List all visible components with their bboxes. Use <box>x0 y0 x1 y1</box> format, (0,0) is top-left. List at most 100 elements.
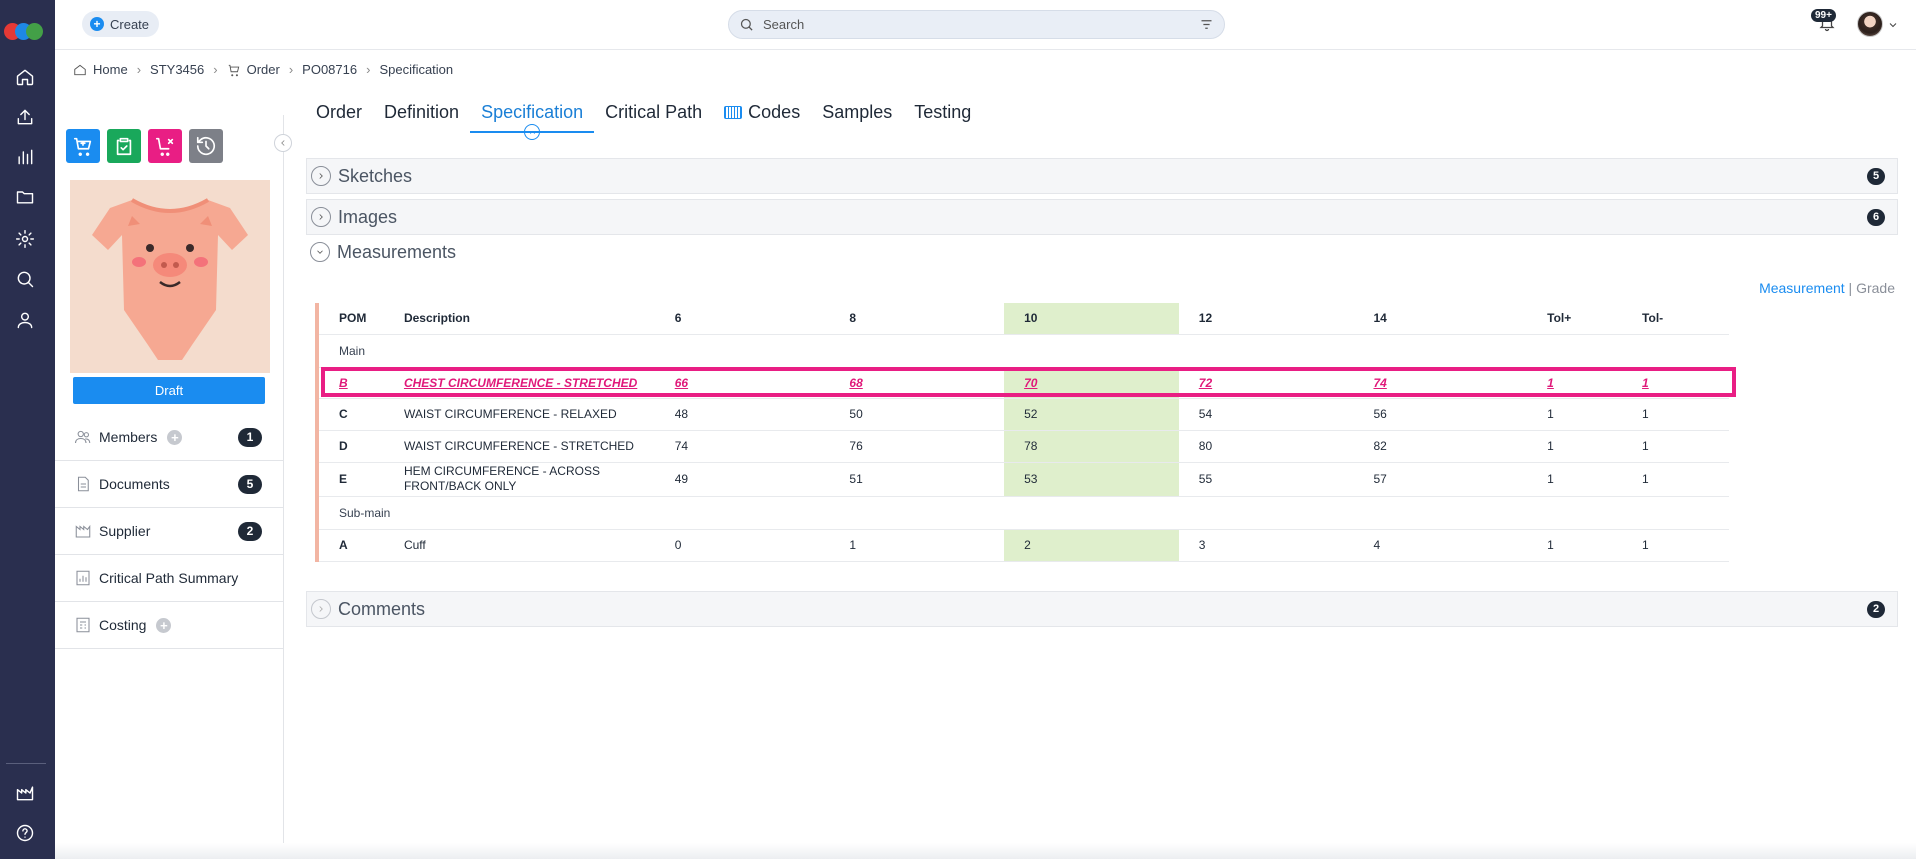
tol-plus-cell: 1 <box>1527 529 1623 562</box>
size-cell: 4 <box>1353 529 1528 562</box>
order-cart-button[interactable] <box>66 129 100 163</box>
clipboard-button[interactable] <box>107 129 141 163</box>
notification-badge: 99+ <box>1811 9 1836 22</box>
help-icon[interactable] <box>14 822 36 844</box>
app-logo[interactable] <box>4 20 52 42</box>
size-cell: 1 <box>829 529 1005 562</box>
tab-samples[interactable]: Samples <box>811 96 903 133</box>
section-comments[interactable]: Comments 2 <box>306 591 1898 627</box>
table-row[interactable]: D WAIST CIRCUMFERENCE - STRETCHED 74 76 … <box>317 430 1729 463</box>
tol-minus-cell: 1 <box>1622 529 1729 562</box>
history-button[interactable] <box>189 129 223 163</box>
sidebar-item-documents[interactable]: Documents 5 <box>55 461 284 508</box>
breadcrumb-home[interactable]: Home <box>73 62 128 77</box>
group-row: Sub-main <box>317 496 1729 530</box>
column-header[interactable]: 12 <box>1178 303 1354 335</box>
pom-cell[interactable]: B <box>317 367 384 399</box>
size-cell[interactable]: 70 <box>1004 367 1179 399</box>
table-row[interactable]: E HEM CIRCUMFERENCE - ACROSS FRONT/BACK … <box>317 462 1729 497</box>
column-header[interactable]: 10 <box>1004 303 1179 335</box>
table-row[interactable]: C WAIST CIRCUMFERENCE - RELAXED 48 50 52… <box>317 398 1729 431</box>
gear-icon[interactable] <box>14 228 36 250</box>
sidebar-item-label: Critical Path Summary <box>99 570 239 586</box>
user-icon[interactable] <box>14 309 36 331</box>
measurement-link[interactable]: Measurement <box>1759 280 1845 296</box>
side-list: Members + 1 Documents 5 Supplier 2 Criti… <box>55 414 284 649</box>
product-image <box>70 180 270 373</box>
table-row[interactable]: A Cuff 0 1 2 3 4 1 1 <box>317 529 1729 562</box>
search-icon[interactable] <box>14 268 36 290</box>
left-rail <box>0 0 55 859</box>
breadcrumb: Home › STY3456 › Order › PO08716 › Speci… <box>73 62 453 77</box>
bar-chart-icon[interactable] <box>14 146 36 168</box>
add-member-button[interactable]: + <box>167 429 183 445</box>
members-icon <box>74 430 91 444</box>
sidebar-item-costing[interactable]: Costing + <box>55 602 284 649</box>
column-header[interactable]: Tol+ <box>1527 303 1623 335</box>
tol-plus-cell: 1 <box>1527 398 1623 431</box>
sidebar-item-supplier[interactable]: Supplier 2 <box>55 508 284 555</box>
tab-critical-path[interactable]: Critical Path <box>594 96 713 133</box>
section-sketches[interactable]: Sketches 5 <box>306 158 1898 194</box>
column-header[interactable]: 14 <box>1353 303 1528 335</box>
folder-icon[interactable] <box>14 186 36 208</box>
cancel-order-button[interactable] <box>148 129 182 163</box>
column-header[interactable]: 8 <box>829 303 1005 335</box>
create-button[interactable]: + Create <box>82 11 160 37</box>
plus-icon: + <box>90 17 104 31</box>
sidebar-item-members[interactable]: Members + 1 <box>55 414 284 461</box>
tol-minus-cell: 1 <box>1622 398 1729 431</box>
size-cell[interactable]: 66 <box>654 367 830 399</box>
tab-label: Samples <box>822 102 893 122</box>
breadcrumb-label: PO08716 <box>302 62 358 77</box>
notification-bell[interactable]: 99+ <box>1811 9 1840 36</box>
size-cell[interactable]: 72 <box>1178 367 1354 399</box>
tab-definition[interactable]: Definition <box>373 96 470 133</box>
toggle-separator: | <box>1848 280 1853 296</box>
search-input[interactable]: Search <box>763 17 805 32</box>
breadcrumb-order[interactable]: Order <box>227 62 280 77</box>
filter-icon[interactable] <box>1199 17 1214 32</box>
breadcrumb-style[interactable]: STY3456 <box>150 62 204 77</box>
home-icon[interactable] <box>14 66 36 88</box>
table-row[interactable]: B CHEST CIRCUMFERENCE - STRETCHED 66 68 … <box>317 367 1729 399</box>
tol-plus-cell[interactable]: 1 <box>1527 367 1623 399</box>
size-cell: 74 <box>654 430 830 463</box>
column-header[interactable]: Description <box>383 303 655 335</box>
costing-icon <box>76 617 90 633</box>
chevron-right-icon: › <box>136 62 142 77</box>
upload-icon[interactable] <box>14 106 36 128</box>
avatar[interactable] <box>1857 11 1883 37</box>
collapse-panel-button[interactable] <box>274 134 292 152</box>
history-icon <box>196 136 216 156</box>
measurement-grade-toggle: Measurement | Grade <box>1759 280 1895 296</box>
tab-order[interactable]: Order <box>305 96 373 133</box>
section-images[interactable]: Images 6 <box>306 199 1898 235</box>
tab-specification[interactable]: Specification <box>470 96 595 140</box>
pom-cell: C <box>317 398 384 431</box>
top-bar: + Create Search 99+ <box>55 0 1916 50</box>
pom-cell: D <box>317 430 384 463</box>
sidebar-item-critical-path-summary[interactable]: Critical Path Summary <box>55 555 284 602</box>
column-header[interactable]: Tol- <box>1622 303 1729 335</box>
tab-codes[interactable]: Codes <box>713 96 811 133</box>
size-cell: 57 <box>1353 462 1528 497</box>
size-cell[interactable]: 74 <box>1353 367 1528 399</box>
tab-testing[interactable]: Testing <box>903 96 982 133</box>
add-costing-button[interactable]: + <box>156 617 172 633</box>
section-measurements[interactable]: Measurements <box>306 234 1898 270</box>
description-cell[interactable]: CHEST CIRCUMFERENCE - STRETCHED <box>383 367 655 399</box>
column-header[interactable]: 6 <box>654 303 830 335</box>
grade-link[interactable]: Grade <box>1856 280 1895 296</box>
status-badge[interactable]: Draft <box>73 377 265 404</box>
size-cell[interactable]: 68 <box>829 367 1005 399</box>
factory-icon[interactable] <box>14 782 36 804</box>
breadcrumb-po[interactable]: PO08716 <box>302 62 357 77</box>
pom-cell: E <box>317 462 384 497</box>
column-header[interactable]: POM <box>317 303 384 335</box>
group-label: Sub-main <box>317 496 1729 530</box>
supplier-count: 2 <box>238 521 262 541</box>
chevron-down-icon[interactable] <box>1887 18 1899 30</box>
search-bar[interactable]: Search <box>728 10 1225 39</box>
tol-minus-cell[interactable]: 1 <box>1622 367 1729 399</box>
